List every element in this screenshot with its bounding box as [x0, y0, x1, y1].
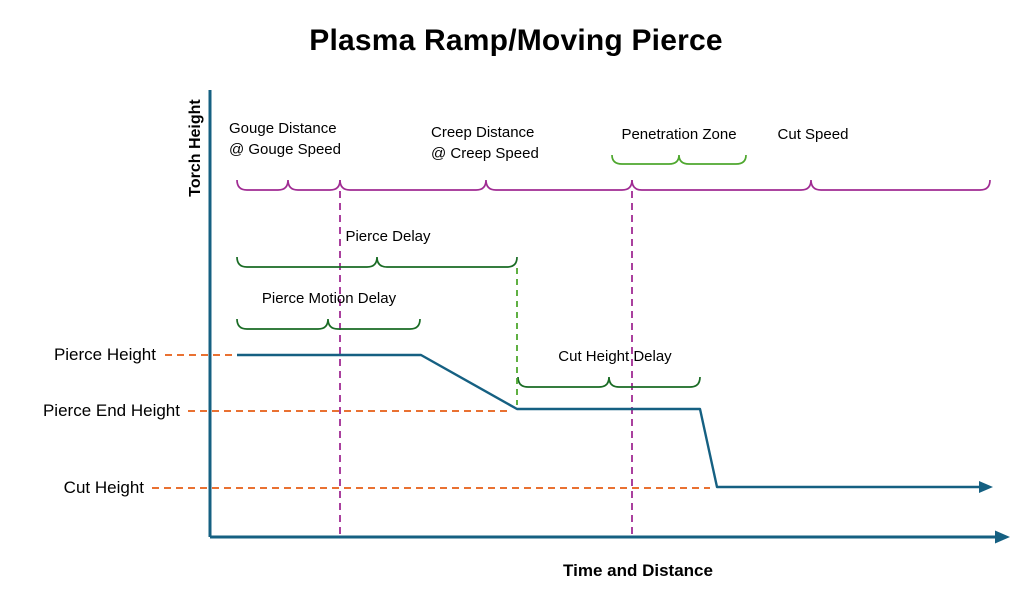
delay-label-cut-height: Cut Height Delay [558, 348, 672, 365]
gouge-zone-brace [236, 179, 341, 191]
page-title: Plasma Ramp/Moving Pierce [309, 24, 723, 57]
zone-label-creep: Creep Distance @ Creep Speed [431, 124, 539, 162]
y-axis-label: Torch Height [187, 99, 204, 197]
pierce-delay-brace [236, 256, 518, 268]
zone-label-cut-speed: Cut Speed [777, 126, 849, 143]
height-label-pierce-end: Pierce End Height [42, 401, 180, 420]
cut-speed-zone-brace [631, 179, 991, 191]
zone-label-gouge: Gouge Distance @ Gouge Speed [229, 120, 341, 158]
pierce-motion-delay-brace [236, 318, 421, 330]
delay-label-pierce-motion: Pierce Motion Delay [261, 290, 397, 307]
zone-label-penetration: Penetration Zone [621, 126, 737, 143]
height-label-cut: Cut Height [63, 478, 144, 497]
torch-height-profile-curve [237, 353, 979, 489]
profile-curve-arrow-icon [979, 481, 993, 493]
creep-zone-brace [339, 179, 633, 191]
delay-label-pierce: Pierce Delay [345, 228, 431, 245]
cut-height-delay-brace [517, 376, 701, 388]
x-axis-arrow-icon [995, 530, 1010, 544]
penetration-zone-brace [611, 154, 747, 165]
x-axis-label: Time and Distance [563, 561, 713, 580]
height-label-pierce: Pierce Height [53, 345, 156, 364]
